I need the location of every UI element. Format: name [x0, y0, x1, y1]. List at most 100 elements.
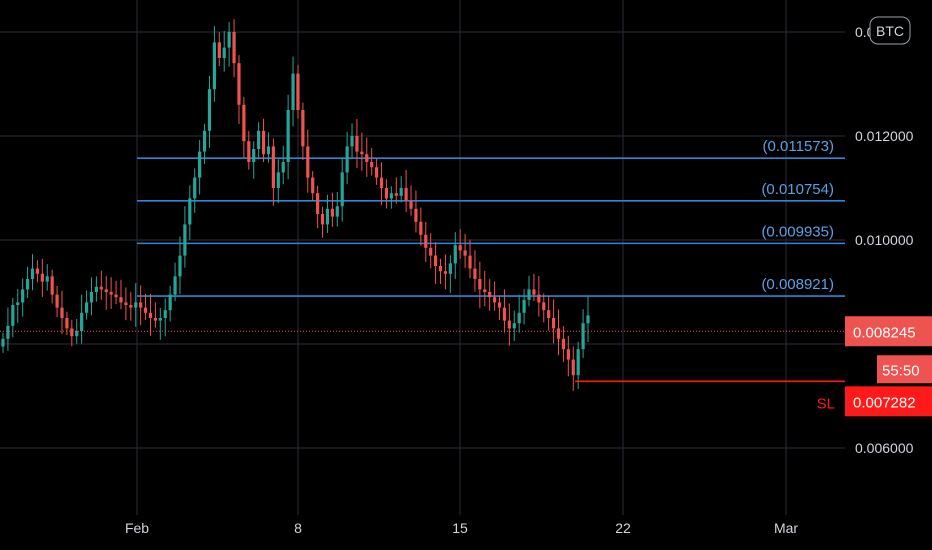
candle-body: [576, 349, 580, 376]
countdown-label: 55:50: [882, 362, 920, 379]
candle-body: [502, 307, 507, 321]
level-label: (0.008921): [761, 276, 834, 293]
candle-body: [237, 63, 241, 105]
level-label: (0.009935): [761, 223, 834, 240]
candle-body: [266, 146, 271, 155]
candle-body: [89, 292, 94, 303]
overlays: SL: [0, 330, 845, 412]
candle-body: [163, 310, 167, 318]
candle-body: [242, 104, 246, 142]
candle-body: [404, 188, 408, 201]
candle-body: [547, 310, 551, 318]
candle-body: [463, 250, 467, 256]
x-tick-label: Mar: [774, 520, 798, 536]
candle-body: [537, 294, 541, 303]
candle-body: [11, 305, 15, 326]
candle-body: [517, 312, 521, 324]
candle-body: [178, 255, 182, 277]
symbol-label: BTC: [876, 23, 904, 39]
candle-body: [532, 289, 536, 295]
candle-body: [316, 193, 320, 214]
candle-body: [542, 302, 546, 311]
candle-body: [492, 297, 497, 303]
candle-body: [143, 307, 148, 313]
candle-body: [311, 177, 315, 194]
grid: [0, 0, 845, 515]
candle-body: [99, 286, 103, 290]
candle-body: [227, 32, 231, 48]
candle-body: [409, 201, 413, 209]
candle-body: [340, 172, 344, 207]
candle-body: [434, 255, 438, 266]
candle-body: [527, 289, 531, 300]
candle-body: [375, 167, 379, 178]
candle-body: [419, 221, 423, 235]
candle-body: [261, 130, 266, 155]
candle-body: [207, 89, 212, 131]
candle-body: [335, 206, 339, 217]
candle-body: [350, 136, 354, 147]
candle-body: [291, 73, 295, 110]
x-tick-label: Feb: [125, 520, 149, 536]
candle-body: [458, 245, 462, 251]
candle-body: [212, 42, 216, 90]
candle-body: [183, 224, 187, 256]
x-tick-label: 8: [294, 520, 302, 536]
candle-body: [124, 302, 128, 305]
candle-body: [384, 188, 389, 199]
y-tick-label: 0.012000: [855, 128, 914, 144]
candle-body: [443, 271, 448, 274]
candle-body: [114, 294, 118, 298]
candles: [1, 19, 590, 391]
candle-body: [6, 325, 10, 339]
candle-body: [438, 266, 443, 272]
candle-body: [252, 149, 256, 162]
y-tick-label: 0.006000: [855, 440, 914, 456]
candle-body: [16, 302, 20, 305]
candle-body: [360, 151, 364, 155]
candle-body: [1, 338, 5, 347]
candle-body: [25, 279, 30, 290]
candle-body: [483, 289, 487, 292]
candle-body: [522, 299, 526, 313]
candle-body: [30, 268, 35, 279]
candle-body: [586, 315, 590, 324]
candle-body: [571, 359, 575, 376]
candle-body: [429, 247, 433, 256]
candle-body: [75, 331, 79, 337]
candle-body: [345, 146, 349, 173]
candle-body: [330, 208, 334, 217]
candle-body: [232, 32, 236, 64]
candle-body: [257, 130, 261, 149]
symbol-badge: [869, 16, 911, 45]
candle-body: [296, 73, 300, 110]
candle-body: [581, 323, 585, 350]
candle-body: [473, 268, 477, 279]
x-tick-label: 15: [452, 520, 468, 536]
candle-body: [306, 146, 310, 178]
candle-body: [247, 141, 251, 162]
candle-body: [35, 268, 40, 274]
candle-body: [129, 305, 133, 308]
candle-body: [65, 318, 69, 329]
current-price-label: 0.008245: [853, 324, 916, 341]
candle-body: [453, 245, 457, 264]
candle-body: [60, 307, 64, 318]
candle-body: [202, 130, 207, 152]
candle-body: [80, 312, 84, 331]
candle-body: [389, 193, 393, 199]
candle-body: [153, 318, 157, 321]
candle-body: [271, 146, 275, 188]
candle-body: [50, 276, 54, 295]
candle-body: [276, 172, 280, 188]
stop-loss-tag: SL: [817, 395, 835, 412]
countdown-badge: [877, 355, 932, 384]
candle-body: [281, 162, 285, 173]
candle-body: [507, 320, 511, 329]
candle-body: [286, 110, 290, 162]
candle-body: [414, 208, 418, 222]
x-tick-label: 22: [615, 520, 631, 536]
candle-body: [193, 177, 197, 199]
candle-body: [222, 47, 226, 58]
candle-body: [21, 289, 25, 303]
